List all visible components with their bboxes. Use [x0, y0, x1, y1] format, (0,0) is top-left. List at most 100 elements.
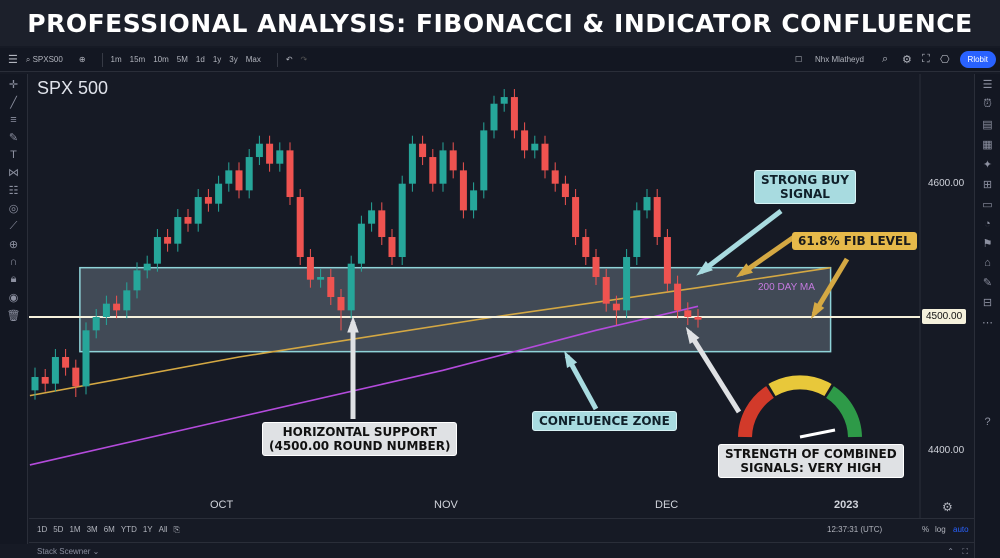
interval-10m[interactable]: 10m	[153, 55, 169, 64]
add-compare-icon[interactable]: ⊕	[78, 55, 86, 64]
candle	[674, 283, 682, 311]
search-icon[interactable]: ⌕	[882, 53, 889, 65]
symbol-label: SPXS00	[32, 54, 63, 64]
range-1m[interactable]: 1M	[69, 525, 81, 534]
streams-icon[interactable]: ◔	[984, 218, 991, 230]
candle	[164, 237, 172, 244]
text-icon[interactable]: T	[10, 149, 17, 161]
support-arrow-head	[347, 316, 359, 333]
range-1d[interactable]: 1D	[37, 525, 48, 534]
gauge-needle	[799, 428, 836, 439]
settings-icon[interactable]: ⚙	[942, 500, 953, 514]
ideas-icon[interactable]: ✦	[982, 159, 993, 171]
auto-toggle[interactable]: auto	[953, 525, 969, 534]
candle	[459, 170, 467, 211]
fib-arrow-2-head	[810, 302, 825, 320]
zoom-icon[interactable]: ⊕	[8, 239, 19, 251]
shapes-icon[interactable]: ◎	[8, 203, 19, 215]
pattern-icon[interactable]: ⋈	[8, 167, 19, 179]
support-label: HORIZONTAL SUPPORT (4500.00 ROUND NUMBER…	[262, 422, 458, 456]
calendar-icon[interactable]: ▦	[982, 139, 993, 151]
chevron-up-icon[interactable]: ⌃	[947, 547, 954, 556]
search-symbol[interactable]: ⌕ SPXS00	[25, 54, 63, 64]
layout-checkbox[interactable]: ☐	[795, 55, 803, 64]
more-icon[interactable]: ⋯	[982, 317, 993, 329]
publish-button[interactable]: Rlobit	[959, 51, 996, 68]
percent-toggle[interactable]: %	[922, 525, 930, 534]
date-range-icon[interactable]: ⎘	[173, 524, 180, 534]
candle	[286, 150, 294, 198]
trendline-icon[interactable]: ╱	[10, 97, 17, 109]
x-tick-oct: OCT	[210, 499, 234, 511]
range-6m[interactable]: 6M	[103, 525, 115, 534]
price-chart[interactable]	[29, 74, 974, 518]
candle	[419, 143, 427, 158]
x-tick-2023: 2023	[834, 499, 859, 511]
redo-icon[interactable]: ↷	[300, 55, 308, 64]
drawing-toolbar: ✛ ╱ ≡ ✎ T ⋈ ☷ ◎ ⟋ ⊕ ∩ 🔒︎ ◉ 🗑︎	[0, 74, 28, 544]
maximize-icon[interactable]: ⛶	[962, 547, 968, 556]
chevron-down-icon[interactable]: ⌄	[92, 547, 100, 556]
y-tick-4400: 4400.00	[928, 445, 965, 456]
x-tick-nov: NOV	[434, 499, 458, 511]
notes-icon[interactable]: ✎	[982, 277, 993, 289]
candle	[541, 143, 549, 171]
alerts-icon[interactable]: ⏰︎	[983, 98, 992, 110]
candle	[266, 143, 274, 164]
help-icon[interactable]: ?	[984, 416, 991, 428]
data-window-icon[interactable]: ⊞	[982, 179, 993, 191]
fib-icon[interactable]: ☷	[8, 185, 19, 197]
y-tick-4600: 4600.00	[928, 178, 965, 189]
candle	[592, 257, 600, 278]
strong-buy-arrow	[699, 209, 783, 274]
candle	[133, 270, 141, 291]
dom-icon[interactable]: ⊟	[982, 297, 993, 309]
fullscreen-icon[interactable]: ⛶	[922, 53, 930, 65]
undo-icon[interactable]: ↶	[285, 55, 293, 64]
ruler-icon[interactable]: ⟋	[9, 220, 18, 232]
magnet-icon[interactable]: ∩	[9, 256, 18, 268]
gear-icon[interactable]: ⚙	[902, 54, 912, 66]
eye-icon[interactable]: ◉	[8, 292, 19, 304]
interval-5m[interactable]: 5M	[176, 55, 188, 64]
interval-1d[interactable]: 1d	[195, 55, 205, 64]
panel-tab[interactable]: Stack Scewner	[37, 547, 91, 556]
interval-3y[interactable]: 3y	[229, 55, 238, 64]
strength-label: STRENGTH OF COMBINED SIGNALS: VERY HIGH	[718, 444, 904, 478]
candle	[510, 97, 518, 131]
clock-time[interactable]: 12:37:31 (UTC)	[827, 525, 883, 534]
range-5d[interactable]: 5D	[53, 525, 64, 534]
menu-icon[interactable]: ☰	[8, 54, 18, 66]
candle	[62, 356, 70, 368]
brush-icon[interactable]: ✎	[8, 132, 19, 144]
horizontal-lines-icon[interactable]: ≡	[10, 114, 17, 126]
hotlist-icon[interactable]: ⚑	[982, 238, 993, 250]
candle	[184, 217, 192, 224]
candle	[92, 317, 100, 331]
candle	[572, 197, 580, 238]
candle	[347, 263, 355, 311]
range-all[interactable]: All	[158, 525, 168, 534]
range-ytd[interactable]: YTD	[120, 525, 137, 534]
candle	[561, 183, 569, 198]
watchlist-icon[interactable]: ☰	[982, 79, 993, 91]
strong-buy-label: STRONG BUY SIGNAL	[754, 170, 856, 204]
layout-name[interactable]: Nhx Mlatheyd	[815, 55, 864, 64]
trash-icon[interactable]: 🗑︎	[6, 310, 21, 322]
interval-1y[interactable]: 1y	[212, 55, 222, 64]
interval-15m[interactable]: 15m	[129, 55, 146, 64]
interval-max[interactable]: Max	[245, 55, 261, 64]
camera-icon[interactable]: ⎔	[940, 54, 950, 66]
confluence-arrow-head	[564, 350, 578, 368]
symbol-title: SPX 500	[37, 78, 109, 98]
interval-1m[interactable]: 1m	[110, 55, 122, 64]
crosshair-icon[interactable]: ✛	[8, 79, 19, 91]
candle	[327, 277, 335, 298]
lock-icon[interactable]: 🔒︎	[10, 273, 17, 285]
range-3m[interactable]: 3M	[86, 525, 98, 534]
pine-icon[interactable]: ⌂	[984, 257, 991, 269]
log-toggle[interactable]: log	[935, 525, 946, 534]
chat-icon[interactable]: ▭	[982, 199, 993, 211]
news-icon[interactable]: ▤	[982, 119, 993, 131]
range-1y[interactable]: 1Y	[142, 525, 153, 534]
